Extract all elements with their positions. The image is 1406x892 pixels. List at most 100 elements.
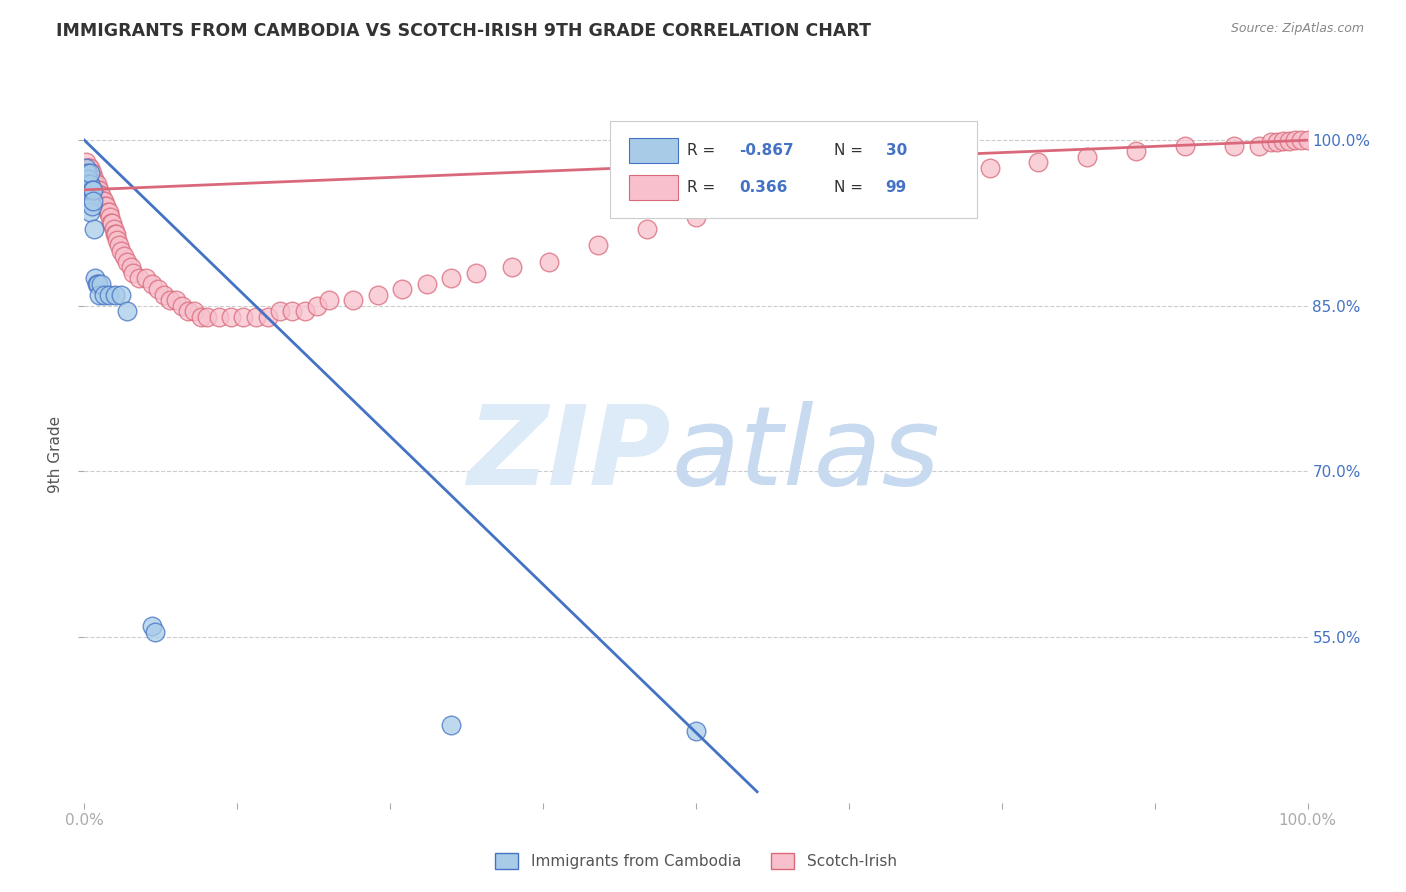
Point xyxy=(269,304,291,318)
Point xyxy=(1272,134,1295,148)
Point xyxy=(76,178,98,192)
Point xyxy=(1291,133,1313,147)
Point xyxy=(87,277,110,291)
Point xyxy=(183,304,205,318)
Point xyxy=(82,194,104,208)
Point xyxy=(110,244,132,258)
Point xyxy=(929,166,952,180)
Point xyxy=(115,254,138,268)
Point xyxy=(77,161,100,175)
Point xyxy=(1028,155,1050,169)
Point xyxy=(75,161,97,175)
Text: Source: ZipAtlas.com: Source: ZipAtlas.com xyxy=(1230,22,1364,36)
Point xyxy=(76,161,98,175)
Point xyxy=(79,178,101,192)
Point xyxy=(1174,138,1197,153)
Point xyxy=(93,194,115,208)
Point xyxy=(115,304,138,318)
Point xyxy=(208,310,231,324)
Point xyxy=(734,199,756,213)
Text: ZIP: ZIP xyxy=(468,401,672,508)
Text: N =: N = xyxy=(834,179,868,194)
Point xyxy=(141,619,163,633)
Point xyxy=(86,188,108,202)
Point xyxy=(77,178,100,192)
Point xyxy=(636,221,658,235)
Legend: Immigrants from Cambodia, Scotch-Irish: Immigrants from Cambodia, Scotch-Irish xyxy=(489,847,903,875)
Point xyxy=(96,199,118,213)
Point xyxy=(107,238,129,252)
Point xyxy=(440,271,463,285)
Point xyxy=(75,155,97,169)
Point xyxy=(77,166,100,180)
Point xyxy=(77,166,100,180)
Point xyxy=(143,624,166,639)
Point xyxy=(281,304,304,318)
Point xyxy=(122,266,145,280)
Text: R =: R = xyxy=(688,179,725,194)
Point xyxy=(83,171,105,186)
Point xyxy=(80,199,103,213)
Bar xyxy=(628,175,678,200)
Text: R =: R = xyxy=(688,144,720,159)
FancyBboxPatch shape xyxy=(610,121,977,219)
Point xyxy=(1296,133,1319,147)
Point xyxy=(84,178,107,192)
Point xyxy=(586,238,609,252)
Point xyxy=(112,249,135,263)
Text: 30: 30 xyxy=(886,144,907,159)
Point xyxy=(135,271,157,285)
Point xyxy=(84,271,107,285)
Point xyxy=(391,282,413,296)
Point xyxy=(1125,145,1147,159)
Point xyxy=(82,171,104,186)
Point xyxy=(79,161,101,175)
Point xyxy=(79,166,101,180)
Point xyxy=(146,282,169,296)
Point xyxy=(880,171,903,186)
Point xyxy=(77,194,100,208)
Point xyxy=(257,310,280,324)
Point xyxy=(440,718,463,732)
Point xyxy=(84,183,107,197)
Bar xyxy=(628,138,678,163)
Point xyxy=(75,161,97,175)
Point xyxy=(783,188,806,202)
Point xyxy=(104,227,127,241)
Point xyxy=(80,178,103,192)
Point xyxy=(245,310,267,324)
Point xyxy=(1265,136,1288,150)
Point xyxy=(82,183,104,197)
Point xyxy=(502,260,524,275)
Text: 0.366: 0.366 xyxy=(738,179,787,194)
Point xyxy=(831,178,853,192)
Point xyxy=(87,183,110,197)
Point xyxy=(80,166,103,180)
Point xyxy=(77,183,100,197)
Point xyxy=(82,178,104,192)
Point xyxy=(110,287,132,301)
Point xyxy=(128,271,150,285)
Point xyxy=(219,310,242,324)
Point xyxy=(195,310,218,324)
Point xyxy=(232,310,254,324)
Point xyxy=(177,304,200,318)
Point xyxy=(93,287,115,301)
Point xyxy=(80,171,103,186)
Point xyxy=(98,211,121,225)
Point xyxy=(104,287,127,301)
Point xyxy=(87,183,110,197)
Point xyxy=(1223,138,1246,153)
Point xyxy=(101,216,124,230)
Point xyxy=(91,194,114,208)
Point xyxy=(165,293,187,308)
Point xyxy=(305,299,328,313)
Point xyxy=(685,211,707,225)
Point xyxy=(76,171,98,186)
Point xyxy=(318,293,340,308)
Point xyxy=(79,171,101,186)
Point xyxy=(83,183,105,197)
Point xyxy=(538,254,561,268)
Point xyxy=(190,310,212,324)
Point xyxy=(83,221,105,235)
